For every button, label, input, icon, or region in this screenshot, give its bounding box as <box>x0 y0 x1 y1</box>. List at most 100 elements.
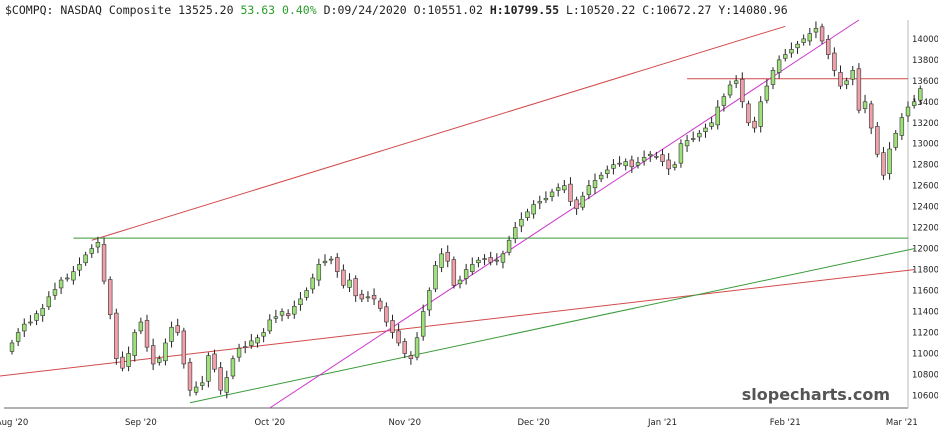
candle-up <box>672 164 677 168</box>
candle-up <box>206 355 211 382</box>
candle-up <box>807 33 813 42</box>
candle-up <box>850 70 855 80</box>
y-tick-label: 11400 <box>912 308 938 318</box>
candle-up <box>641 157 647 162</box>
symbol: $COMPQ: <box>5 3 54 17</box>
candle-up <box>783 54 788 59</box>
candle-down <box>243 346 248 348</box>
candle-up <box>28 321 33 324</box>
candle-up <box>635 162 641 166</box>
candle-up <box>721 96 727 106</box>
candle-up <box>654 156 659 158</box>
candle-down <box>335 257 340 272</box>
x-tick-label: Dec '20 <box>517 418 549 428</box>
candle-down <box>353 278 358 297</box>
low-label: L: <box>566 3 580 17</box>
candle-down <box>574 199 579 210</box>
change-value: 53.63 <box>240 3 276 17</box>
candle-down <box>187 362 193 391</box>
candle-up <box>279 311 285 316</box>
candle-down <box>114 312 119 360</box>
candle-down <box>617 162 622 165</box>
green-trendline <box>189 248 915 404</box>
candle-down <box>101 244 107 282</box>
candle-down <box>451 259 457 286</box>
candle-up <box>905 106 911 117</box>
candle-up <box>22 323 27 332</box>
candle-up <box>776 59 782 73</box>
candle-up <box>911 101 917 106</box>
candle-up <box>513 227 518 239</box>
x-tick-label: Aug '20 <box>0 418 28 428</box>
candle-down <box>285 313 291 317</box>
candle-up <box>648 153 653 157</box>
candle-up <box>470 264 475 272</box>
candle-up <box>703 127 708 132</box>
candle-up <box>273 316 279 319</box>
candle-up <box>789 49 794 54</box>
candle-up <box>611 164 616 169</box>
candle-down <box>666 159 671 170</box>
x-tick-label: Mar '21 <box>886 418 918 428</box>
date-label: D: <box>323 3 338 17</box>
y-tick-label: 13600 <box>912 77 938 87</box>
candle-up <box>126 353 131 367</box>
candle-up <box>34 313 39 321</box>
candle-up <box>795 43 800 49</box>
x-tick-label: Sep '20 <box>125 418 157 428</box>
candle-down <box>212 353 217 370</box>
candle-up <box>770 70 776 85</box>
candle-up <box>328 258 334 261</box>
candle-up <box>316 264 322 281</box>
candle-down <box>384 306 389 323</box>
x-tick-label: Jan '21 <box>647 418 677 428</box>
candle-up <box>543 197 549 201</box>
last-price: 13525.20 <box>178 3 234 17</box>
candle-up <box>433 265 438 290</box>
candle-up <box>893 132 898 148</box>
candle-up <box>46 296 52 308</box>
high-label: H: <box>489 3 504 17</box>
candle-up <box>77 264 82 271</box>
candle-up <box>476 259 481 264</box>
candle-up <box>58 279 64 289</box>
candle-up <box>586 185 592 195</box>
y-tick-label: 10600 <box>912 391 938 401</box>
candle-up <box>236 347 242 358</box>
y-tick-label: 13800 <box>912 56 938 66</box>
candle-up <box>310 277 315 290</box>
candle-up <box>813 28 819 33</box>
low-value: 10520.22 <box>579 3 636 17</box>
candle-up <box>163 342 168 362</box>
date-value: 09/24/2020 <box>337 3 407 17</box>
candle-down <box>218 367 223 391</box>
candle-up <box>347 279 352 288</box>
candle-up <box>592 180 598 189</box>
candle-up <box>605 169 610 174</box>
y-tick-label: 11800 <box>912 266 938 276</box>
index-name: NASDAQ Composite <box>60 3 172 17</box>
candle-up <box>71 271 76 281</box>
candle-up <box>52 289 58 296</box>
candle-up <box>525 211 530 218</box>
candle-up <box>255 337 260 344</box>
candle-up <box>801 38 806 43</box>
candle-up <box>193 386 199 393</box>
candle-up <box>562 185 567 191</box>
candle-down <box>150 345 156 365</box>
candle-down <box>881 152 886 176</box>
candle-up <box>457 279 463 285</box>
y-tick-label: 11000 <box>912 349 938 359</box>
candle-up <box>427 290 432 311</box>
y-tick-label: 10800 <box>912 370 938 380</box>
candle-down <box>832 52 837 71</box>
candle-up <box>261 332 266 337</box>
candle-up <box>758 101 763 127</box>
candle-up <box>15 332 21 342</box>
y-tick-label: 12600 <box>912 182 938 192</box>
y-tick-label: 14000 <box>912 35 938 45</box>
candle-up <box>292 305 297 315</box>
candle-up <box>365 296 371 299</box>
candle-up <box>463 269 469 279</box>
